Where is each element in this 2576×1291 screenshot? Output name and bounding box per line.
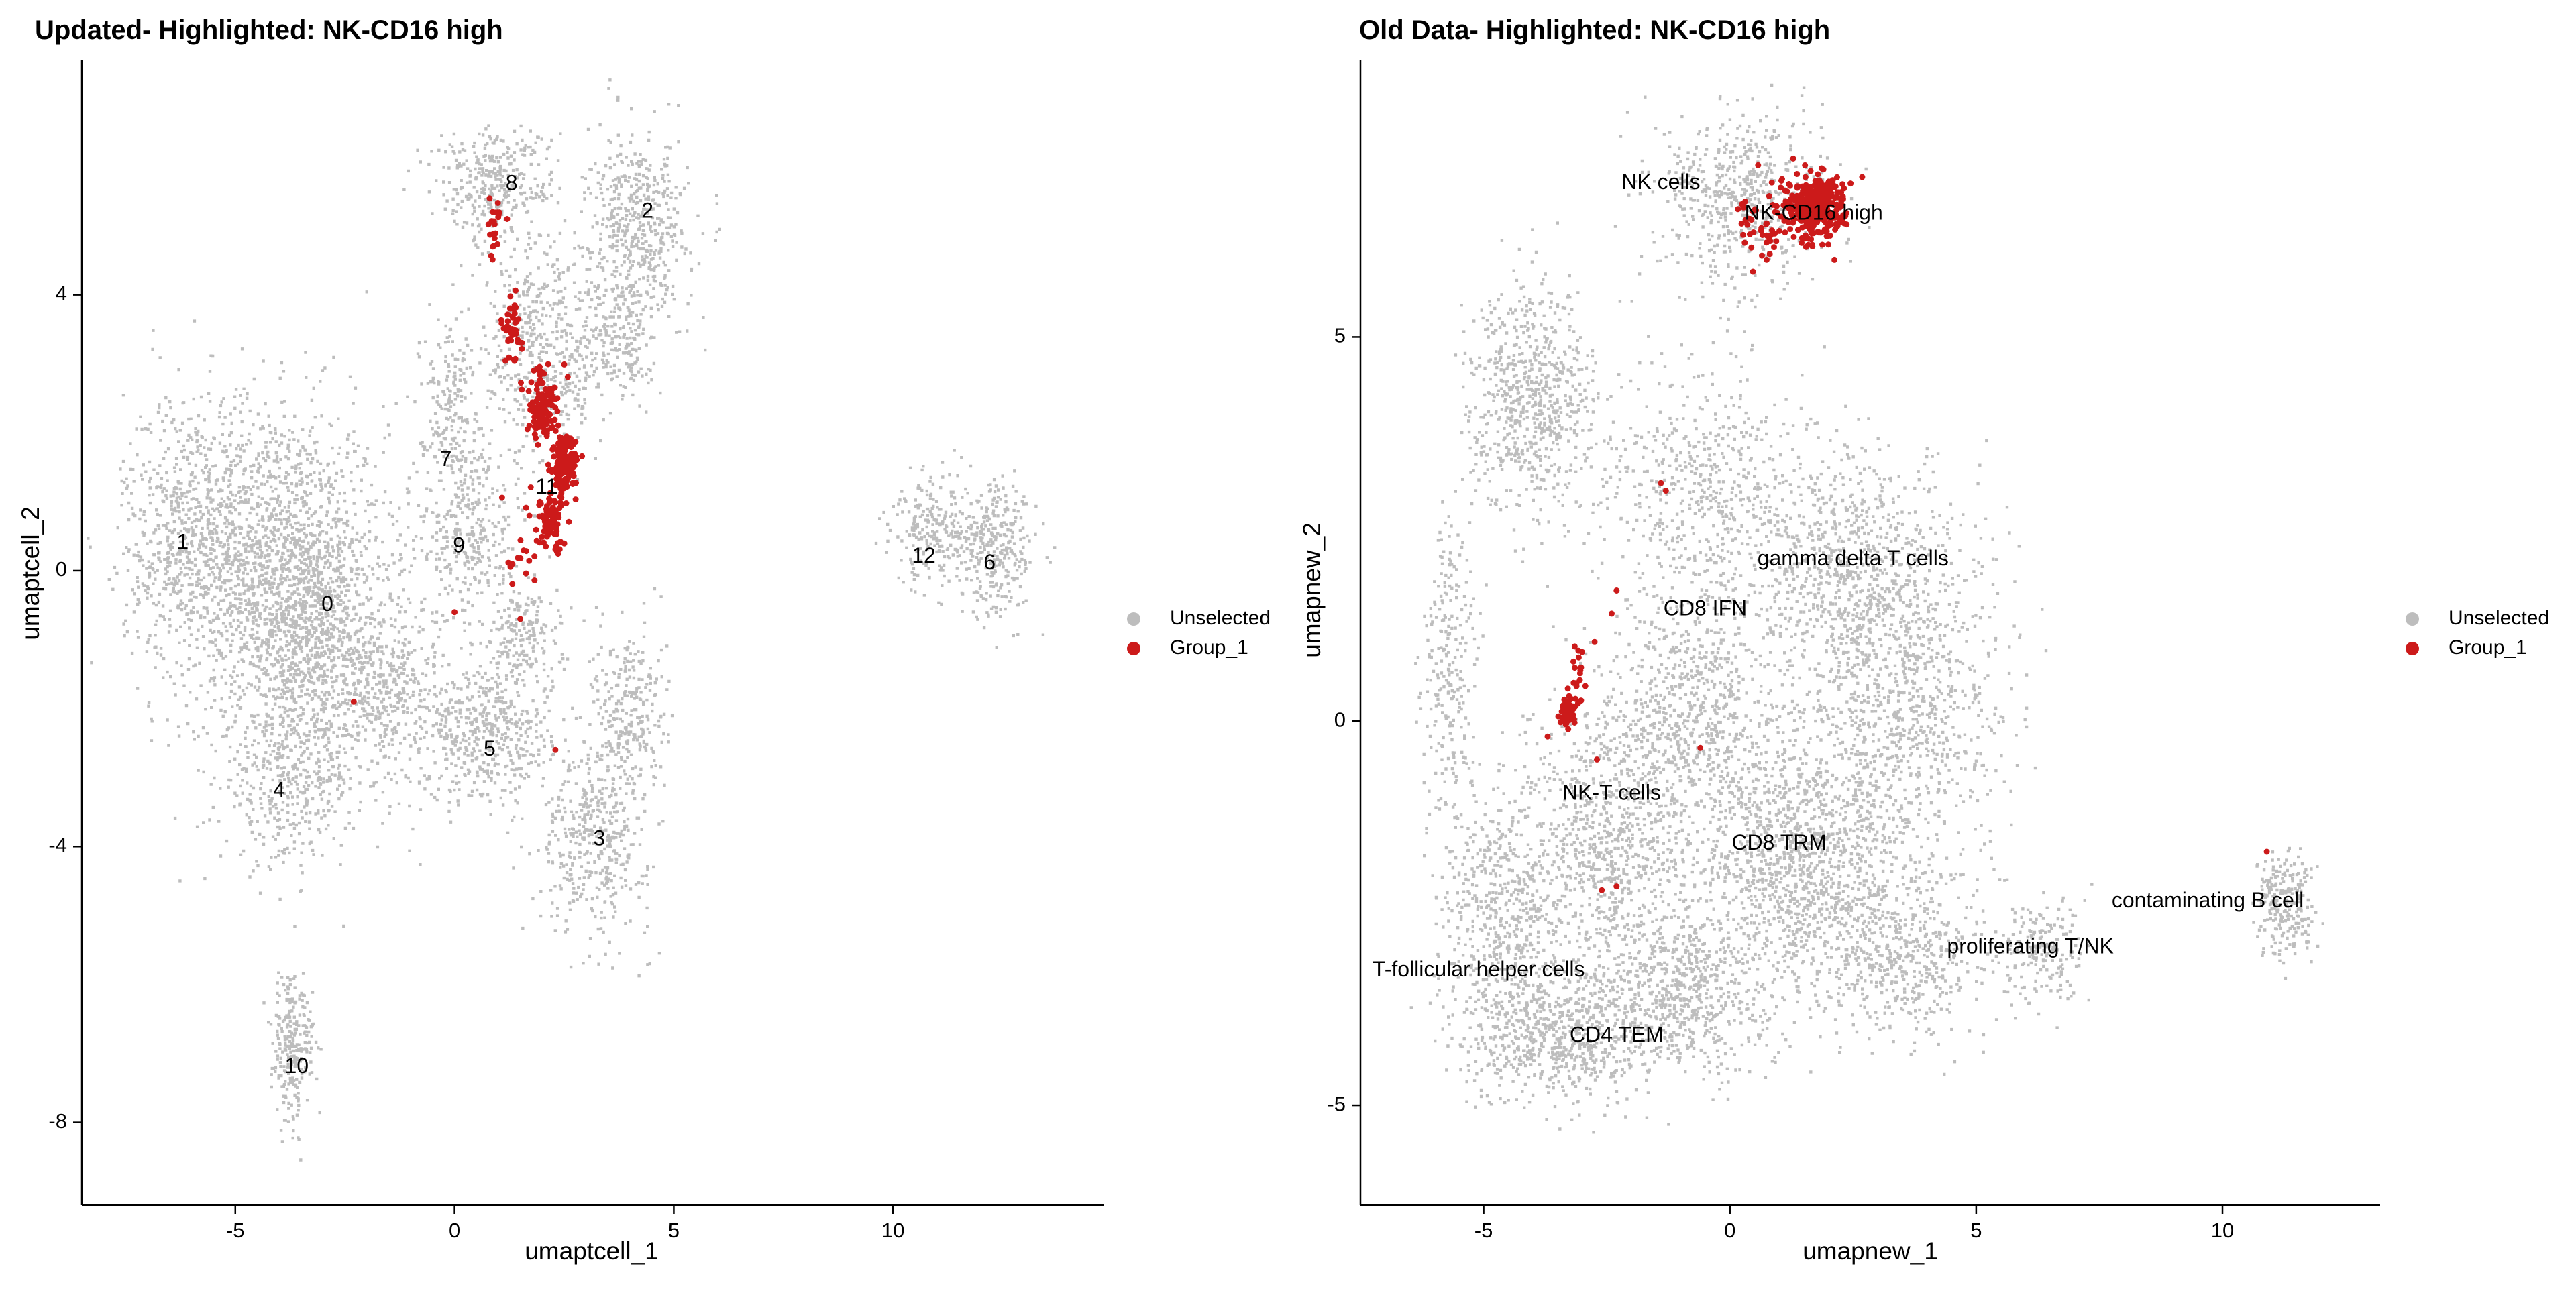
scatter-points-updated: [87, 78, 1057, 1162]
x-tick-label: -5: [1474, 1219, 1493, 1242]
y-tick-label: -8: [48, 1109, 67, 1133]
axes-updated: -5 0 5 10-8-404: [48, 60, 1104, 1242]
cluster-label: 3: [593, 826, 605, 850]
cluster-label: 5: [484, 736, 496, 761]
x-tick-label: 10: [881, 1219, 904, 1242]
cluster-label: CD8 TRM: [1731, 830, 1827, 854]
legend-label: Group_1: [1170, 636, 1248, 659]
x-tick-label: 5: [668, 1219, 680, 1242]
cluster-label: contaminating B cell: [2112, 888, 2304, 912]
y-tick-label: 0: [56, 557, 67, 581]
cluster-label: 11: [535, 474, 557, 498]
cluster-label: 9: [453, 532, 465, 557]
cluster-label: 6: [983, 550, 996, 574]
x-tick-label: -5: [226, 1219, 245, 1242]
panel-old-data: Old Data- Highlighted: NK-CD16 high NK c…: [1298, 15, 2549, 1265]
unselected-points: [87, 78, 1057, 1162]
y-axis-label-old-data: umapnew_2: [1298, 522, 1326, 658]
legend-label: Group_1: [2449, 636, 2527, 659]
cluster-label: 12: [912, 543, 936, 567]
legend-label: Unselected: [1170, 607, 1271, 629]
axes-old-data: -5 0 5 10 -5 0 5: [1327, 60, 2380, 1242]
cluster-label: gamma delta T cells: [1758, 546, 1949, 570]
legend-marker: [2406, 612, 2419, 626]
x-axis-label-old-data: umapnew_1: [1803, 1237, 1938, 1265]
y-axis-label-updated: umaptcell_2: [17, 506, 44, 640]
x-axis-label-updated: umaptcell_1: [525, 1237, 659, 1265]
legend-marker: [1127, 612, 1140, 626]
cluster-label: 4: [273, 777, 285, 801]
cluster-label: CD4 TEM: [1570, 1022, 1664, 1046]
legend-label: Unselected: [2449, 607, 2549, 629]
cluster-label: 10: [285, 1054, 309, 1078]
cluster-label: NK-T cells: [1562, 781, 1661, 805]
cluster-label: 2: [641, 199, 653, 223]
y-tick-label: -4: [48, 833, 67, 856]
x-tick-label: 10: [2211, 1219, 2234, 1242]
panel-updated: Updated- Highlighted: NK-CD16 high 82711…: [17, 15, 1271, 1265]
y-tick-label: 0: [1334, 708, 1346, 731]
cluster-label: 0: [321, 592, 333, 616]
x-tick-label: 0: [449, 1219, 460, 1242]
cluster-label: 7: [440, 447, 452, 471]
panel-title-updated: Updated- Highlighted: NK-CD16 high: [35, 15, 503, 45]
cluster-label: NK-CD16 high: [1744, 201, 1882, 225]
y-tick-label: 5: [1334, 324, 1346, 347]
x-tick-label: 0: [1724, 1219, 1735, 1242]
cluster-label: 1: [176, 529, 189, 553]
panel-title-old-data: Old Data- Highlighted: NK-CD16 high: [1359, 15, 1830, 45]
legend-old-data: Unselected Group_1: [2406, 607, 2549, 659]
cluster-label: T-follicular helper cells: [1373, 957, 1585, 981]
cluster-label: NK cells: [1621, 170, 1700, 194]
x-tick-label: 5: [1970, 1219, 1982, 1242]
cluster-label: CD8 IFN: [1664, 596, 1747, 620]
legend-marker: [2406, 642, 2419, 655]
legend-updated: Unselected Group_1: [1127, 607, 1271, 659]
cluster-labels-old-data: NK cells NK-CD16 high gamma delta T cells C…: [1373, 170, 2304, 1047]
cluster-label: 8: [506, 171, 518, 195]
legend-marker: [1127, 642, 1140, 655]
y-tick-label: -5: [1327, 1092, 1346, 1115]
y-tick-label: 4: [56, 282, 67, 305]
cluster-label: proliferating T/NK: [1947, 934, 2113, 958]
